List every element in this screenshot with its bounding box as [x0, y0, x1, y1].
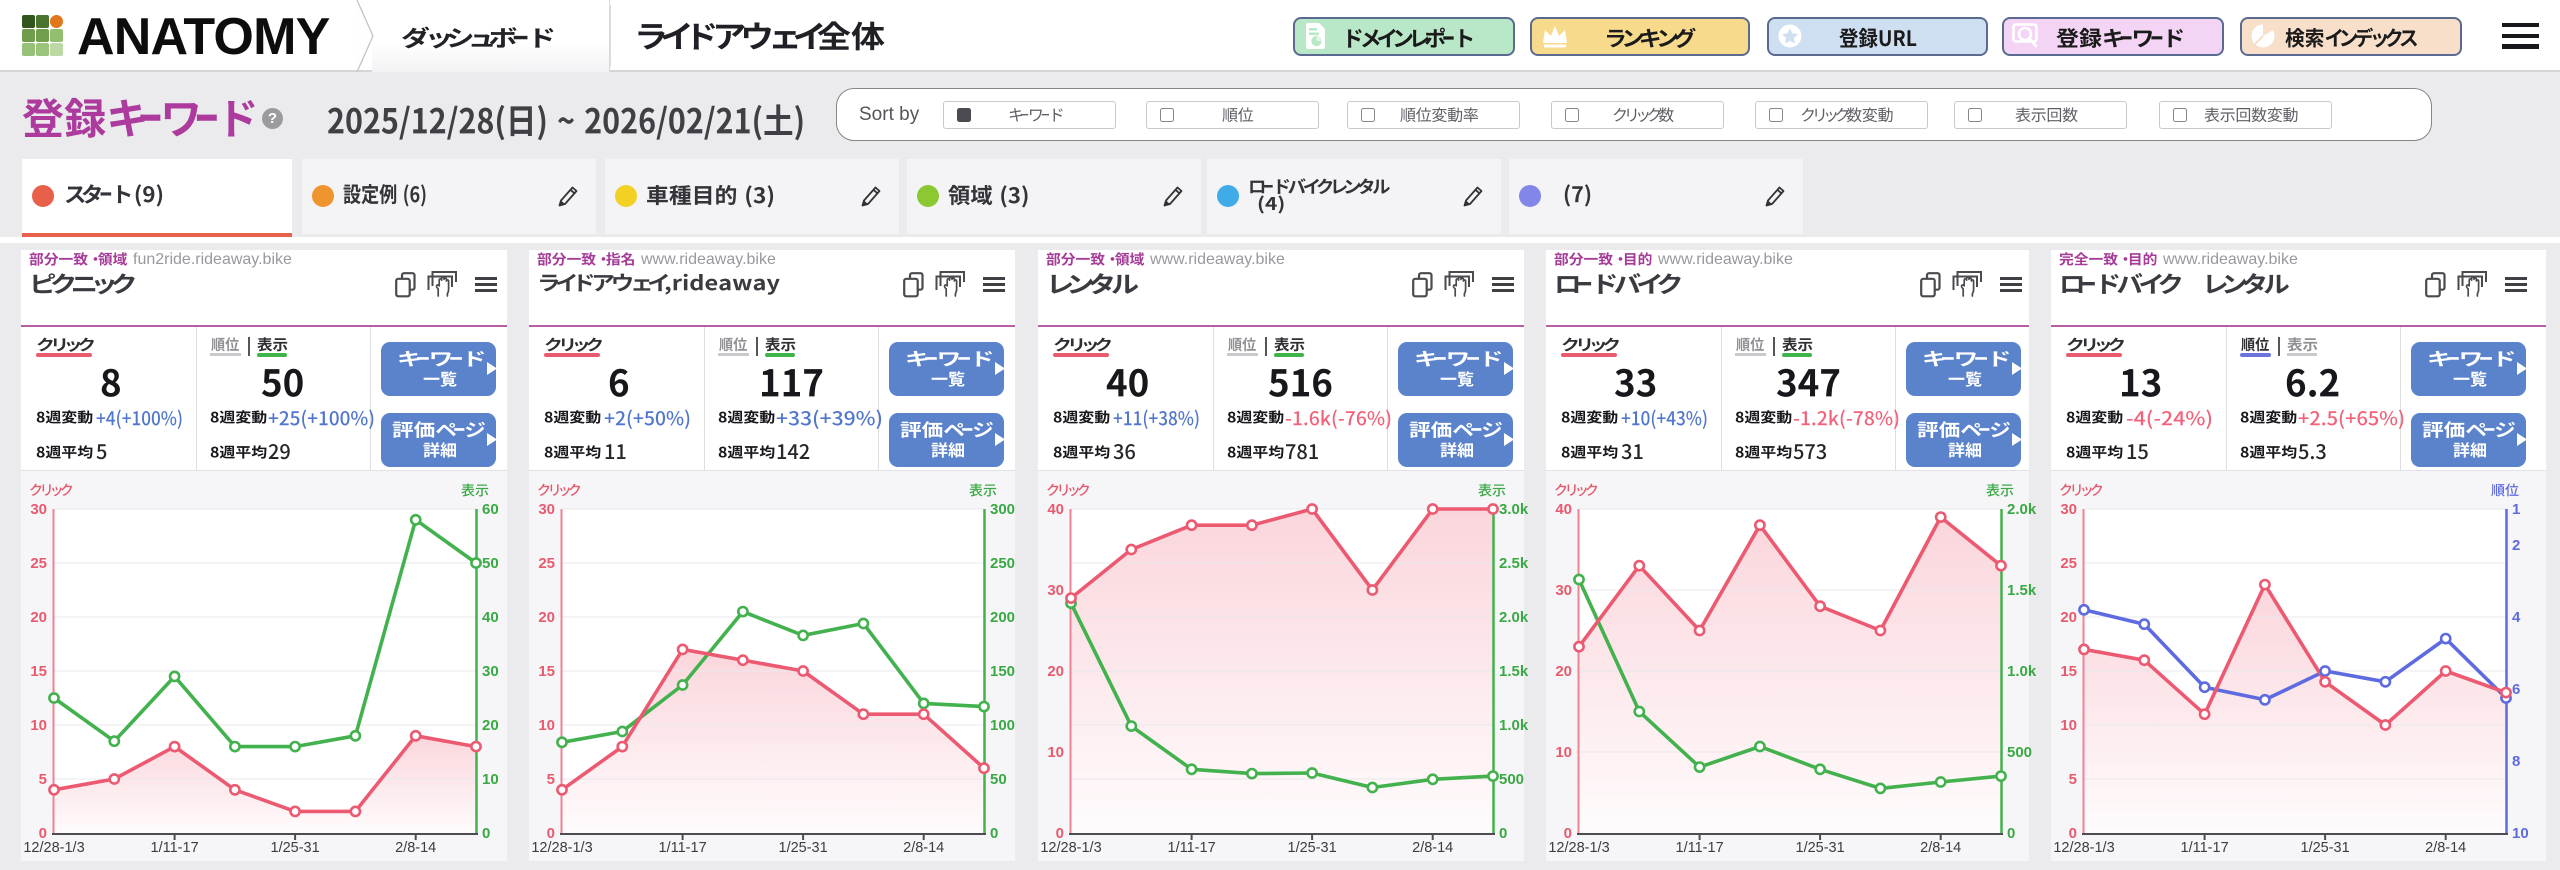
svg-text:1.5k: 1.5k [1499, 663, 1529, 680]
svg-text:1/11-17: 1/11-17 [1676, 840, 1724, 856]
svg-text:20: 20 [2060, 609, 2077, 626]
svg-text:2.5k: 2.5k [1499, 555, 1529, 572]
svg-text:10: 10 [538, 717, 555, 734]
svg-text:1/11-17: 1/11-17 [2181, 840, 2229, 856]
svg-text:8: 8 [2512, 753, 2520, 770]
svg-text:1/25-31: 1/25-31 [1796, 840, 1845, 856]
svg-text:15: 15 [2060, 663, 2077, 680]
svg-text:2/8-14: 2/8-14 [395, 840, 436, 856]
svg-text:5: 5 [39, 771, 47, 788]
svg-text:1: 1 [2512, 501, 2520, 518]
svg-text:200: 200 [990, 609, 1015, 626]
svg-text:12/28-1/3: 12/28-1/3 [1548, 840, 1609, 856]
svg-text:1/11-17: 1/11-17 [151, 840, 199, 856]
svg-text:40: 40 [1047, 501, 1064, 518]
svg-text:0: 0 [990, 825, 998, 842]
svg-text:10: 10 [2512, 825, 2529, 842]
svg-text:2.0k: 2.0k [1499, 609, 1529, 626]
svg-text:0: 0 [482, 825, 490, 842]
svg-text:20: 20 [30, 609, 47, 626]
svg-text:0: 0 [2007, 825, 2015, 842]
svg-text:1/25-31: 1/25-31 [779, 840, 828, 856]
svg-text:150: 150 [990, 663, 1015, 680]
svg-text:10: 10 [2060, 717, 2077, 734]
svg-text:0: 0 [2069, 825, 2077, 842]
svg-text:2.0k: 2.0k [2007, 501, 2037, 518]
svg-text:25: 25 [2060, 555, 2077, 572]
svg-text:0: 0 [39, 825, 47, 842]
svg-text:2/8-14: 2/8-14 [1412, 840, 1453, 856]
svg-text:12/28-1/3: 12/28-1/3 [531, 840, 592, 856]
svg-text:12/28-1/3: 12/28-1/3 [23, 840, 84, 856]
svg-text:40: 40 [1555, 501, 1572, 518]
svg-text:30: 30 [1555, 582, 1572, 599]
svg-text:12/28-1/3: 12/28-1/3 [1040, 840, 1101, 856]
svg-text:2/8-14: 2/8-14 [2425, 840, 2466, 856]
svg-text:500: 500 [1499, 771, 1524, 788]
svg-text:25: 25 [30, 555, 47, 572]
svg-text:1.0k: 1.0k [1499, 717, 1529, 734]
svg-text:20: 20 [538, 609, 555, 626]
svg-text:1/11-17: 1/11-17 [659, 840, 707, 856]
svg-text:300: 300 [990, 501, 1015, 518]
svg-text:2: 2 [2512, 537, 2520, 554]
svg-text:30: 30 [482, 663, 499, 680]
svg-text:5: 5 [2069, 771, 2077, 788]
svg-text:2/8-14: 2/8-14 [1920, 840, 1961, 856]
svg-text:25: 25 [538, 555, 555, 572]
svg-text:1/25-31: 1/25-31 [2301, 840, 2350, 856]
svg-text:1/25-31: 1/25-31 [271, 840, 320, 856]
svg-text:250: 250 [990, 555, 1015, 572]
svg-text:30: 30 [538, 501, 555, 518]
svg-text:10: 10 [30, 717, 47, 734]
svg-text:4: 4 [2512, 609, 2521, 626]
svg-text:50: 50 [482, 555, 499, 572]
svg-text:1/25-31: 1/25-31 [1288, 840, 1337, 856]
svg-text:5: 5 [547, 771, 555, 788]
svg-text:30: 30 [2060, 501, 2077, 518]
svg-text:10: 10 [1555, 744, 1572, 761]
svg-text:0: 0 [1564, 825, 1572, 842]
svg-text:40: 40 [482, 609, 499, 626]
svg-text:15: 15 [538, 663, 555, 680]
svg-text:0: 0 [547, 825, 555, 842]
svg-text:12/28-1/3: 12/28-1/3 [2053, 840, 2114, 856]
svg-text:50: 50 [990, 771, 1007, 788]
svg-text:10: 10 [482, 771, 499, 788]
svg-text:10: 10 [1047, 744, 1064, 761]
svg-text:15: 15 [30, 663, 47, 680]
svg-text:6: 6 [2512, 681, 2520, 698]
svg-text:30: 30 [30, 501, 47, 518]
svg-text:20: 20 [1047, 663, 1064, 680]
svg-text:1.0k: 1.0k [2007, 663, 2037, 680]
svg-text:100: 100 [990, 717, 1015, 734]
svg-text:0: 0 [1499, 825, 1507, 842]
svg-text:500: 500 [2007, 744, 2032, 761]
svg-text:20: 20 [1555, 663, 1572, 680]
svg-text:1/11-17: 1/11-17 [1168, 840, 1216, 856]
svg-text:20: 20 [482, 717, 499, 734]
svg-text:60: 60 [482, 501, 499, 518]
svg-text:30: 30 [1047, 582, 1064, 599]
svg-text:1.5k: 1.5k [2007, 582, 2037, 599]
svg-text:3.0k: 3.0k [1499, 501, 1529, 518]
svg-text:0: 0 [1056, 825, 1064, 842]
svg-text:2/8-14: 2/8-14 [903, 840, 944, 856]
